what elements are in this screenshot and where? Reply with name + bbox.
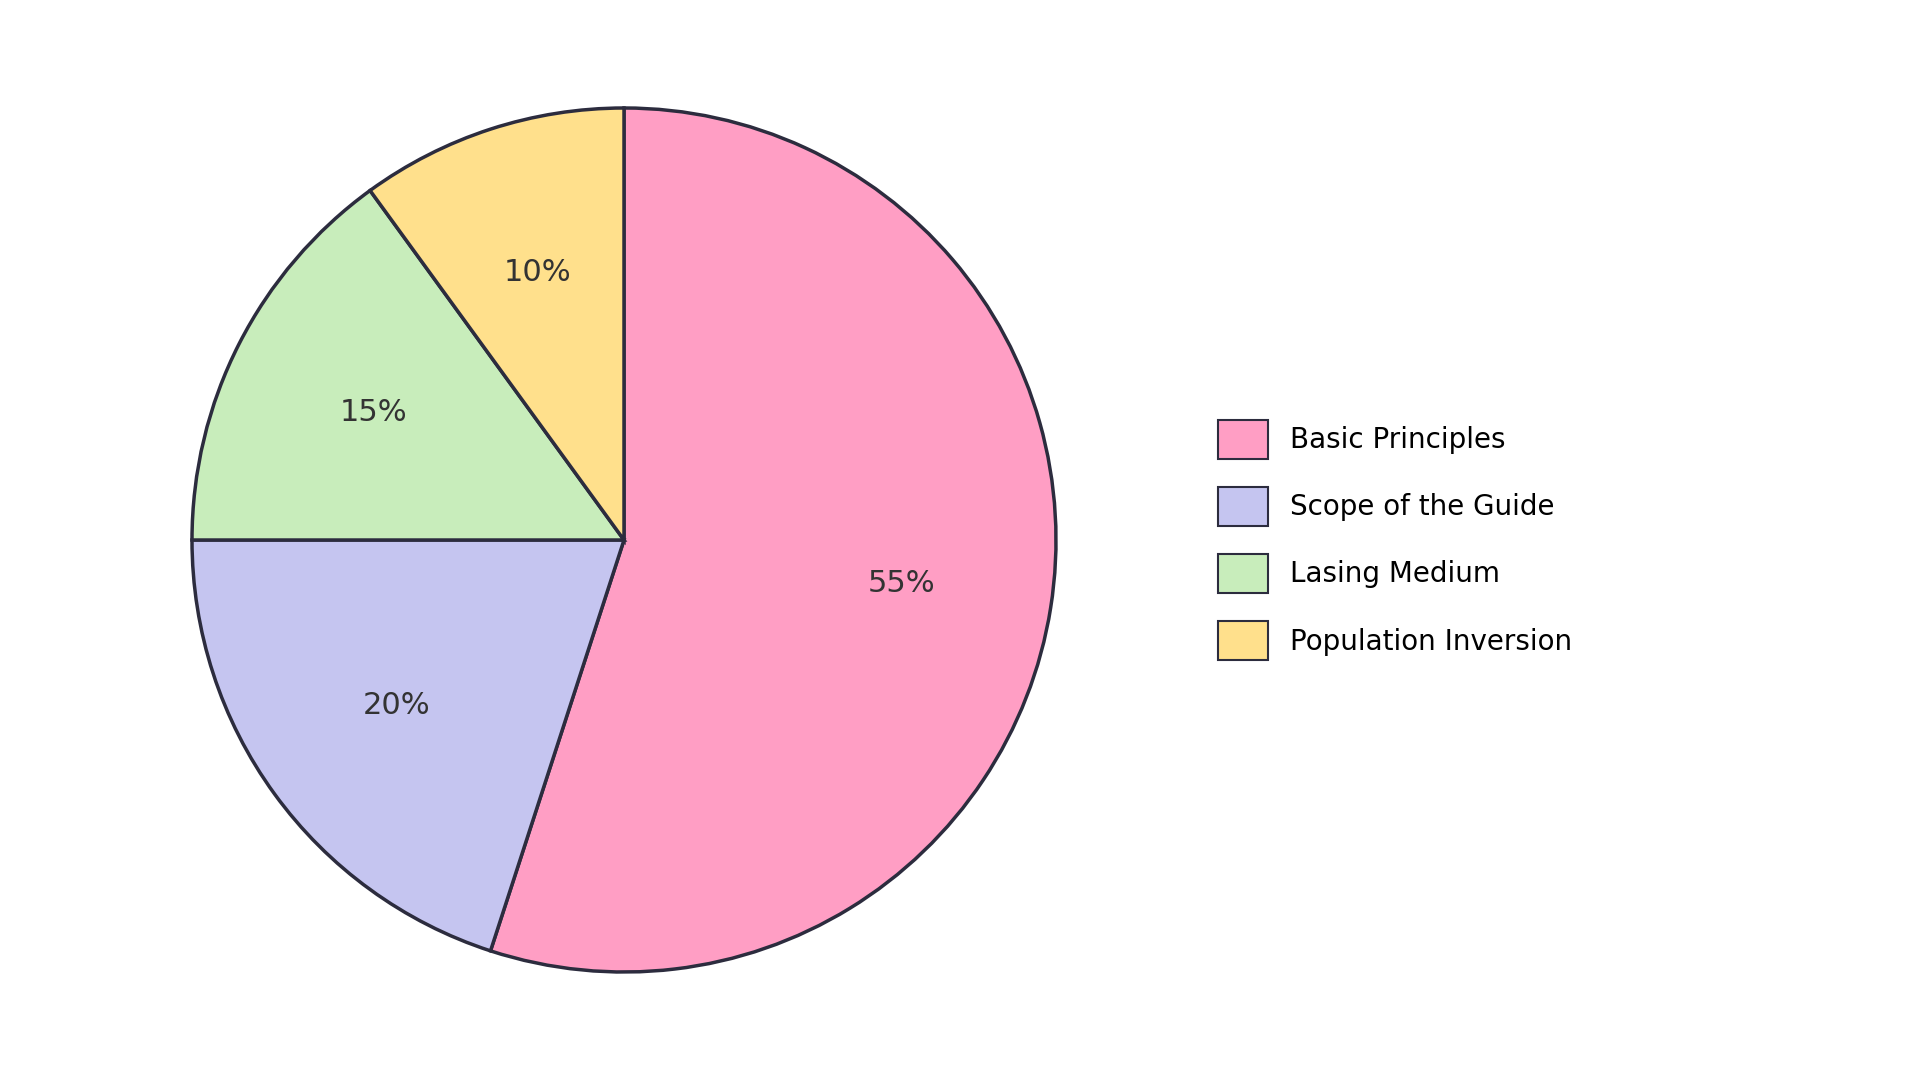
Text: 15%: 15% xyxy=(340,399,407,427)
Text: 55%: 55% xyxy=(868,569,935,598)
Text: 10%: 10% xyxy=(503,258,570,287)
Wedge shape xyxy=(371,108,624,540)
Legend: Basic Principles, Scope of the Guide, Lasing Medium, Population Inversion: Basic Principles, Scope of the Guide, La… xyxy=(1204,406,1586,674)
Wedge shape xyxy=(192,540,624,950)
Wedge shape xyxy=(192,190,624,540)
Wedge shape xyxy=(490,108,1056,972)
Text: 20%: 20% xyxy=(363,690,430,719)
